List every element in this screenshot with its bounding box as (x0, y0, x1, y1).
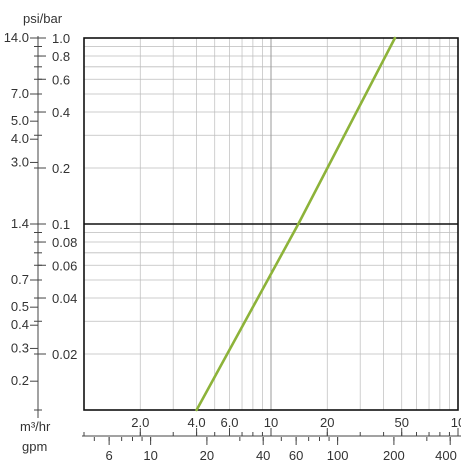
bar-tick-label: 0.04 (52, 291, 77, 306)
pressure-unit-label: psi/bar (23, 11, 63, 26)
bar-tick-label: 0.1 (52, 217, 70, 232)
bar-tick-label: 0.02 (52, 347, 77, 362)
bar-tick-label: 0.8 (52, 49, 70, 64)
psi-tick-label: 4.0 (11, 131, 29, 146)
m3hr-tick-label: 6.0 (220, 415, 238, 430)
gpm-tick-label: 200 (383, 448, 405, 463)
bar-tick-label: 0.6 (52, 72, 70, 87)
gpm-tick-label: 10 (143, 448, 157, 463)
m3hr-tick-label: 10 (451, 415, 461, 430)
m3hr-tick-label: 10 (264, 415, 278, 430)
bar-tick-label: 0.4 (52, 105, 70, 120)
bar-tick-label: 1.0 (52, 31, 70, 46)
psi-tick-label: 0.7 (11, 272, 29, 287)
psi-tick-label: 14.0 (4, 30, 29, 45)
gpm-tick-label: 100 (327, 448, 349, 463)
m3hr-tick-label: 2.0 (131, 415, 149, 430)
psi-tick-label: 7.0 (11, 86, 29, 101)
psi-tick-label: 0.2 (11, 373, 29, 388)
gpm-unit-label: gpm (22, 439, 47, 454)
flow-curve-line (195, 36, 397, 412)
m3hr-tick-label: 4.0 (188, 415, 206, 430)
psi-tick-label: 1.4 (11, 216, 29, 231)
plot-frame (83, 37, 459, 411)
m3hr-unit-label: m³/hr (20, 419, 51, 434)
gpm-tick-label: 40 (256, 448, 270, 463)
psi-tick-label: 5.0 (11, 113, 29, 128)
psi-tick-label: 0.4 (11, 317, 29, 332)
psi-tick-label: 0.5 (11, 299, 29, 314)
plot-border (83, 37, 459, 411)
psi-tick-label: 3.0 (11, 154, 29, 169)
major-gridlines (84, 38, 458, 410)
gpm-tick-label: 6 (106, 448, 113, 463)
psi-tick-label: 0.3 (11, 340, 29, 355)
m3hr-tick-label: 20 (320, 415, 334, 430)
gpm-tick-label: 20 (200, 448, 214, 463)
gpm-tick-label: 400 (435, 448, 457, 463)
bar-tick-label: 0.06 (52, 258, 77, 273)
m3hr-tick-label: 50 (394, 415, 408, 430)
bar-tick-label: 0.08 (52, 235, 77, 250)
left-axes: 14.0 7.0 5.0 4.0 3.0 1.4 0.7 0.5 0.4 0.3 0.2 1.0 0.8… (4, 30, 77, 418)
bar-tick-label: 0.2 (52, 161, 70, 176)
bottom-axes: 2.0 4.0 6.0 10 20 50 10 6 10 20 40 60 100 200 400 (82, 415, 461, 463)
gpm-tick-label: 60 (289, 448, 303, 463)
series-layer (195, 36, 397, 412)
